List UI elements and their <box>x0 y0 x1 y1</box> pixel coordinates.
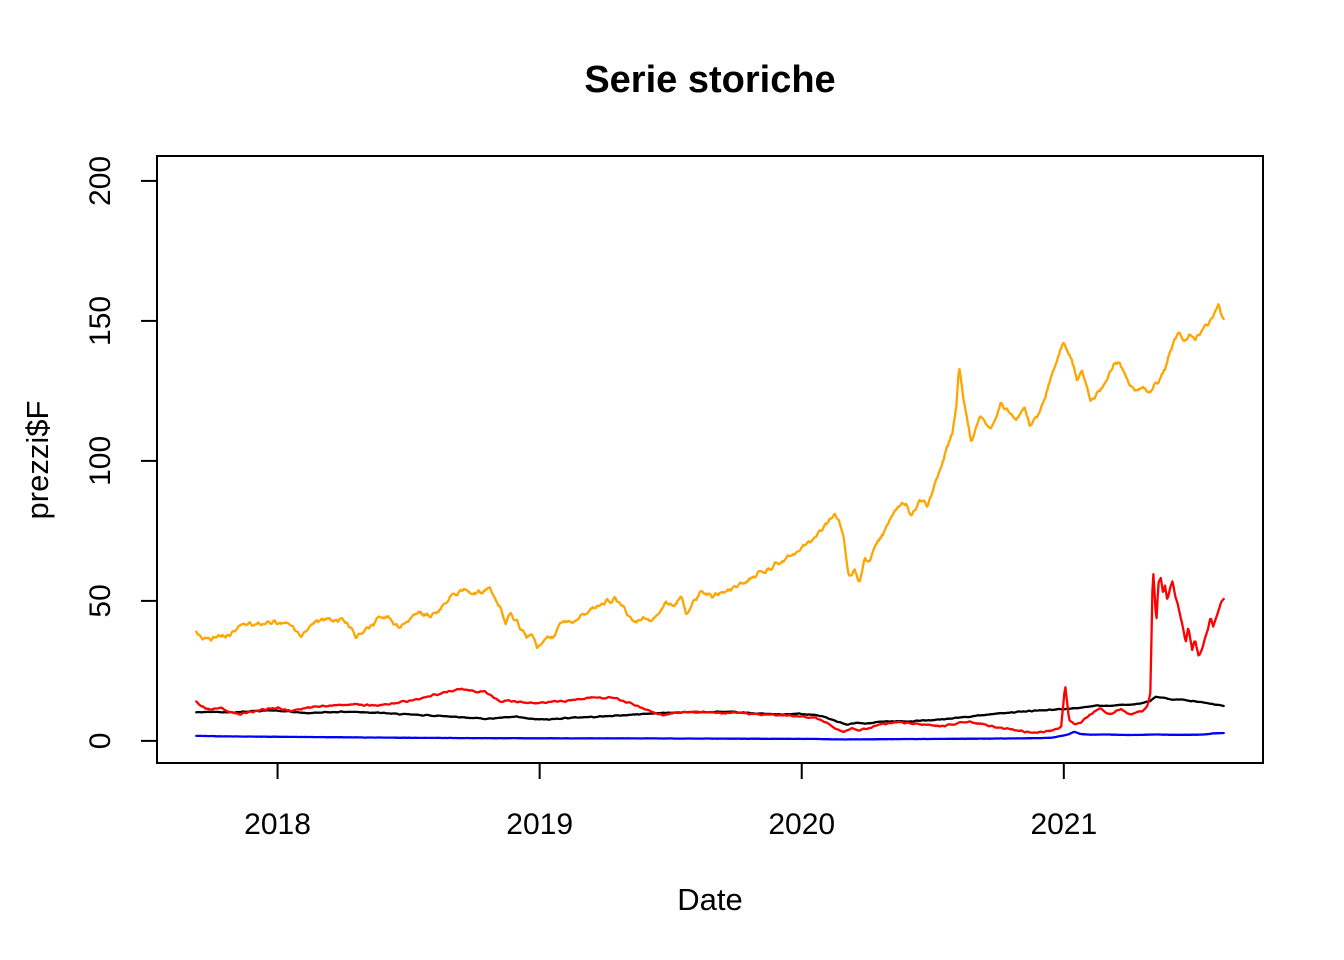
x-tick-label: 2019 <box>506 808 573 841</box>
y-tick-label: 100 <box>84 436 117 486</box>
chart-title: Serie storiche <box>584 59 835 101</box>
x-tick-label: 2020 <box>768 808 835 841</box>
y-axis-label: prezzi$F <box>20 401 55 520</box>
plot-dynamic-layer: 2018 2019 2020 2021 0 50 100 150 200 <box>84 155 1264 841</box>
x-axis-label: Date <box>677 882 742 917</box>
series-line-blue <box>195 730 1225 741</box>
y-tick-label: 200 <box>84 156 117 206</box>
plot-box <box>156 155 1264 764</box>
y-tick-label: 150 <box>84 296 117 346</box>
y-tick-label: 0 <box>84 733 117 750</box>
x-tick-label: 2021 <box>1030 808 1097 841</box>
series-line-red <box>195 573 1225 734</box>
x-tick-label: 2018 <box>244 808 311 841</box>
series-line-orange <box>195 303 1225 650</box>
y-tick-label: 50 <box>84 584 117 617</box>
